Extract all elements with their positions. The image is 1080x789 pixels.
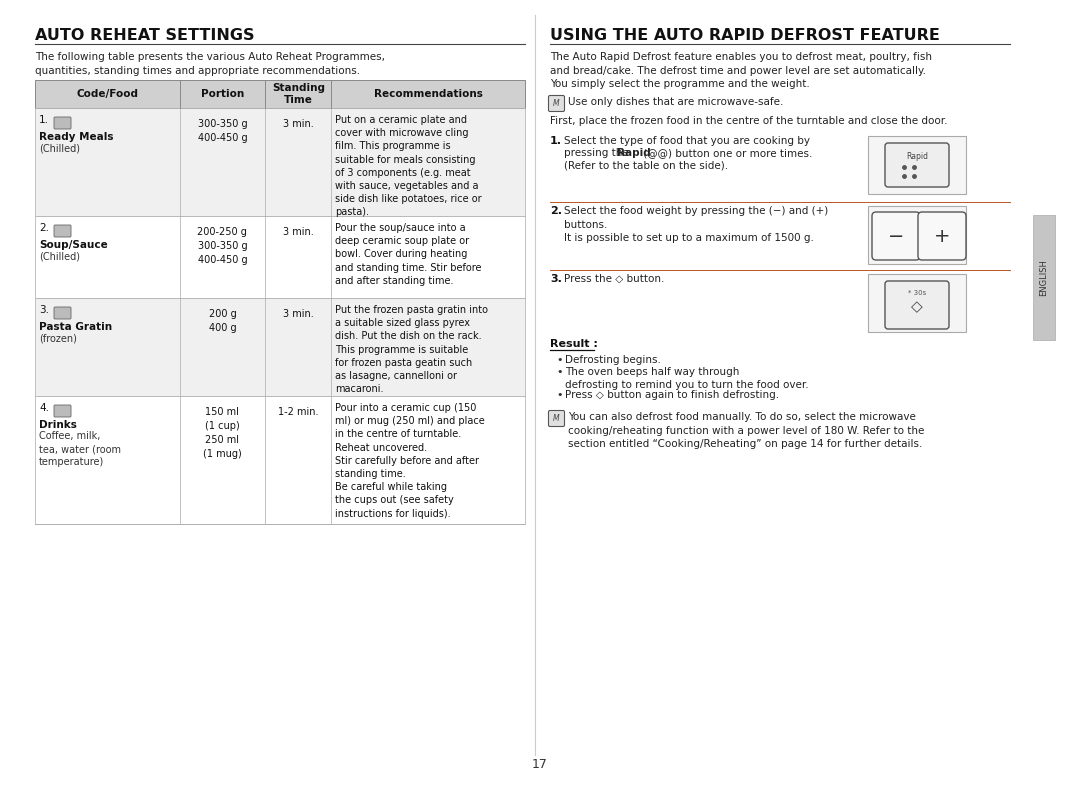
Text: Select the food weight by pressing the (−) and (+)
buttons.
It is possible to se: Select the food weight by pressing the (… — [564, 206, 828, 243]
Text: * 30s: * 30s — [908, 290, 927, 296]
Bar — [35, 108, 525, 216]
Text: 2.: 2. — [550, 206, 562, 216]
FancyBboxPatch shape — [54, 225, 71, 237]
Text: 200-250 g
300-350 g
400-450 g: 200-250 g 300-350 g 400-450 g — [198, 227, 247, 265]
FancyBboxPatch shape — [54, 405, 71, 417]
Text: •: • — [556, 367, 563, 377]
Text: The Auto Rapid Defrost feature enables you to defrost meat, poultry, fish
and br: The Auto Rapid Defrost feature enables y… — [550, 52, 932, 89]
Text: 200 g
400 g: 200 g 400 g — [208, 309, 237, 333]
Text: Ready Meals: Ready Meals — [39, 132, 113, 142]
Bar — [868, 274, 966, 332]
FancyBboxPatch shape — [885, 143, 949, 187]
Text: 3 min.: 3 min. — [283, 119, 314, 129]
Text: The oven beeps half way through
defrosting to remind you to turn the food over.: The oven beeps half way through defrosti… — [565, 367, 809, 391]
Text: Coffee, milk,
tea, water (room
temperature): Coffee, milk, tea, water (room temperatu… — [39, 431, 121, 467]
Text: You can also defrost food manually. To do so, select the microwave
cooking/rehea: You can also defrost food manually. To d… — [568, 412, 924, 449]
Text: Pour the soup/sauce into a
deep ceramic soup plate or
bowl. Cover during heating: Pour the soup/sauce into a deep ceramic … — [336, 223, 482, 286]
Bar — [868, 206, 966, 264]
Text: Code/Food: Code/Food — [77, 89, 138, 99]
Text: M: M — [553, 99, 559, 108]
Text: USING THE AUTO RAPID DEFROST FEATURE: USING THE AUTO RAPID DEFROST FEATURE — [550, 28, 940, 43]
FancyBboxPatch shape — [549, 95, 565, 111]
Text: Defrosting begins.: Defrosting begins. — [565, 355, 661, 365]
Text: Standing
Time: Standing Time — [272, 83, 325, 105]
Text: (Refer to the table on the side).: (Refer to the table on the side). — [564, 160, 728, 170]
Bar — [35, 216, 525, 298]
Text: Rapid: Rapid — [617, 148, 650, 158]
Text: (Chilled): (Chilled) — [39, 143, 80, 153]
Text: −: − — [888, 226, 904, 245]
Text: 1.: 1. — [550, 136, 562, 146]
Text: ENGLISH: ENGLISH — [1039, 259, 1049, 296]
FancyBboxPatch shape — [54, 307, 71, 319]
Text: •: • — [556, 355, 563, 365]
Text: 300-350 g
400-450 g: 300-350 g 400-450 g — [198, 119, 247, 143]
Text: 3 min.: 3 min. — [283, 309, 314, 319]
Bar — [35, 298, 525, 396]
Text: M: M — [553, 414, 559, 423]
Text: 17: 17 — [532, 758, 548, 771]
Text: Put the frozen pasta gratin into
a suitable sized glass pyrex
dish. Put the dish: Put the frozen pasta gratin into a suita… — [336, 305, 488, 394]
Text: ◇: ◇ — [912, 300, 923, 315]
Text: 1-2 min.: 1-2 min. — [279, 407, 319, 417]
Text: Soup/Sauce: Soup/Sauce — [39, 240, 108, 250]
Text: 3.: 3. — [39, 305, 49, 315]
Text: Result :: Result : — [550, 339, 598, 349]
Text: Pour into a ceramic cup (150
ml) or mug (250 ml) and place
in the centre of turn: Pour into a ceramic cup (150 ml) or mug … — [336, 403, 485, 518]
Text: First, place the frozen food in the centre of the turntable and close the door.: First, place the frozen food in the cent… — [550, 116, 947, 126]
Text: Recommendations: Recommendations — [374, 89, 483, 99]
FancyBboxPatch shape — [918, 212, 966, 260]
Text: Use only dishes that are microwave-safe.: Use only dishes that are microwave-safe. — [568, 97, 783, 107]
Text: 4.: 4. — [39, 403, 49, 413]
FancyBboxPatch shape — [885, 281, 949, 329]
Text: Press ◇ button again to finish defrosting.: Press ◇ button again to finish defrostin… — [565, 390, 779, 400]
Text: Portion: Portion — [201, 89, 244, 99]
Text: 1.: 1. — [39, 115, 49, 125]
Text: Put on a ceramic plate and
cover with microwave cling
film. This programme is
su: Put on a ceramic plate and cover with mi… — [336, 115, 482, 218]
FancyBboxPatch shape — [54, 117, 71, 129]
Bar — [35, 80, 525, 108]
Bar — [1032, 215, 1055, 340]
Text: 150 ml
(1 cup)
250 ml
(1 mug): 150 ml (1 cup) 250 ml (1 mug) — [203, 407, 242, 459]
Text: Pasta Gratin: Pasta Gratin — [39, 322, 112, 332]
Text: Drinks: Drinks — [39, 420, 77, 430]
Text: Select the type of food that you are cooking by: Select the type of food that you are coo… — [564, 136, 810, 146]
Text: 3 min.: 3 min. — [283, 227, 314, 237]
Text: Rapid: Rapid — [906, 152, 928, 161]
FancyBboxPatch shape — [872, 212, 920, 260]
Text: (@@) button one or more times.: (@@) button one or more times. — [640, 148, 812, 158]
Bar — [868, 136, 966, 194]
Text: (Chilled): (Chilled) — [39, 251, 80, 261]
Text: +: + — [934, 226, 950, 245]
Text: 2.: 2. — [39, 223, 49, 233]
Text: 3.: 3. — [550, 274, 562, 284]
Text: The following table presents the various Auto Reheat Programmes,
quantities, sta: The following table presents the various… — [35, 52, 384, 76]
Text: pressing the: pressing the — [564, 148, 632, 158]
Bar — [35, 396, 525, 524]
FancyBboxPatch shape — [549, 410, 565, 427]
Text: (frozen): (frozen) — [39, 333, 77, 343]
Text: •: • — [556, 390, 563, 400]
Text: AUTO REHEAT SETTINGS: AUTO REHEAT SETTINGS — [35, 28, 255, 43]
Text: Press the ◇ button.: Press the ◇ button. — [564, 274, 664, 284]
